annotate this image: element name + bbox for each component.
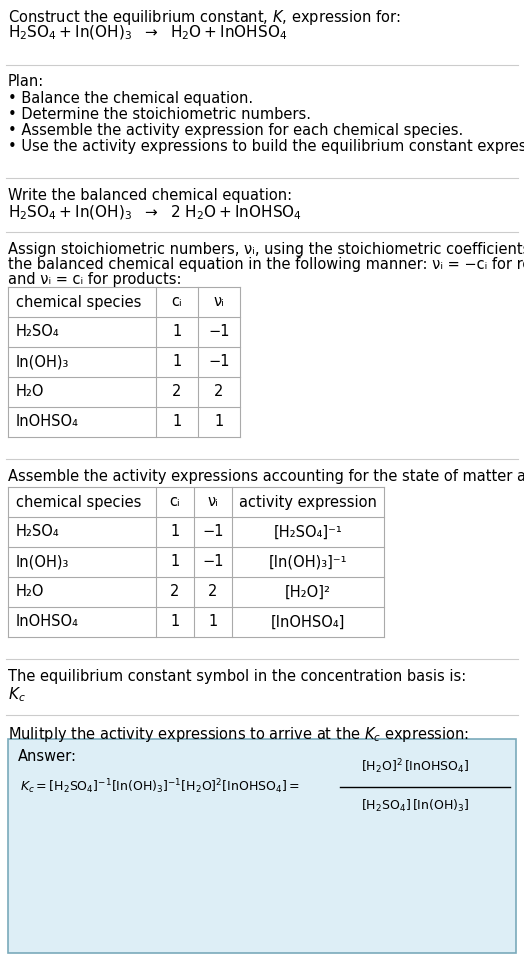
Text: the balanced chemical equation in the following manner: νᵢ = −cᵢ for reactants: the balanced chemical equation in the fo… — [8, 257, 524, 272]
Text: 1: 1 — [170, 554, 180, 569]
Text: $K_c$: $K_c$ — [8, 685, 26, 703]
Text: InOHSO₄: InOHSO₄ — [16, 414, 79, 430]
Text: H₂SO₄: H₂SO₄ — [16, 324, 60, 340]
Text: 1: 1 — [170, 524, 180, 540]
Text: 1: 1 — [172, 414, 182, 430]
Text: Mulitply the activity expressions to arrive at the $K_c$ expression:: Mulitply the activity expressions to arr… — [8, 725, 469, 744]
Bar — [8, 739, 516, 953]
Text: H₂O: H₂O — [16, 585, 45, 599]
Bar — [8, 287, 240, 437]
Text: −1: −1 — [208, 354, 230, 369]
Text: −1: −1 — [208, 324, 230, 340]
Text: activity expression: activity expression — [239, 495, 377, 509]
Text: InOHSO₄: InOHSO₄ — [16, 614, 79, 630]
Text: −1: −1 — [202, 554, 224, 569]
Text: 1: 1 — [170, 614, 180, 630]
Text: −1: −1 — [202, 524, 224, 540]
Text: [H₂O]²: [H₂O]² — [285, 585, 331, 599]
Text: [H₂SO₄]⁻¹: [H₂SO₄]⁻¹ — [274, 524, 342, 540]
Text: and νᵢ = cᵢ for products:: and νᵢ = cᵢ for products: — [8, 272, 181, 287]
Text: H₂O: H₂O — [16, 385, 45, 399]
Text: cᵢ: cᵢ — [172, 295, 182, 309]
Text: Assign stoichiometric numbers, νᵢ, using the stoichiometric coefficients, cᵢ, fr: Assign stoichiometric numbers, νᵢ, using… — [8, 242, 524, 257]
Text: 2: 2 — [170, 585, 180, 599]
Text: 1: 1 — [209, 614, 217, 630]
Text: cᵢ: cᵢ — [170, 495, 180, 509]
Text: • Determine the stoichiometric numbers.: • Determine the stoichiometric numbers. — [8, 107, 311, 122]
Bar — [8, 487, 384, 637]
Text: 1: 1 — [214, 414, 224, 430]
Text: 2: 2 — [209, 585, 217, 599]
Text: [In(OH)₃]⁻¹: [In(OH)₃]⁻¹ — [269, 554, 347, 569]
Text: $K_c = [\mathrm{H_2SO_4}]^{-1} [\mathrm{In(OH)_3}]^{-1} [\mathrm{H_2O}]^{2} [\ma: $K_c = [\mathrm{H_2SO_4}]^{-1} [\mathrm{… — [20, 778, 300, 796]
Text: Answer:: Answer: — [18, 749, 77, 764]
Text: 2: 2 — [172, 385, 182, 399]
Text: $[\mathrm{H_2SO_4}]\,[\mathrm{In(OH)_3}]$: $[\mathrm{H_2SO_4}]\,[\mathrm{In(OH)_3}]… — [361, 798, 469, 814]
Text: • Balance the chemical equation.: • Balance the chemical equation. — [8, 91, 253, 106]
Text: • Use the activity expressions to build the equilibrium constant expression.: • Use the activity expressions to build … — [8, 139, 524, 154]
Text: H₂SO₄: H₂SO₄ — [16, 524, 60, 540]
Text: νᵢ: νᵢ — [214, 295, 224, 309]
Text: $[\mathrm{H_2O}]^{2}\,[\mathrm{InOHSO_4}]$: $[\mathrm{H_2O}]^{2}\,[\mathrm{InOHSO_4}… — [361, 757, 469, 776]
Text: $\mathregular{H_2SO_4 + In(OH)_3\ \ \rightarrow\ \ H_2O + InOHSO_4}$: $\mathregular{H_2SO_4 + In(OH)_3\ \ \rig… — [8, 24, 287, 42]
Text: Plan:: Plan: — [8, 74, 44, 89]
Text: 1: 1 — [172, 354, 182, 369]
Text: 2: 2 — [214, 385, 224, 399]
Text: The equilibrium constant symbol in the concentration basis is:: The equilibrium constant symbol in the c… — [8, 669, 466, 684]
Text: 1: 1 — [172, 324, 182, 340]
Text: chemical species: chemical species — [16, 495, 141, 509]
Text: Construct the equilibrium constant, $K$, expression for:: Construct the equilibrium constant, $K$,… — [8, 8, 401, 27]
Text: $\mathregular{H_2SO_4 + In(OH)_3\ \ \rightarrow\ \ 2\ H_2O + InOHSO_4}$: $\mathregular{H_2SO_4 + In(OH)_3\ \ \rig… — [8, 204, 302, 222]
Text: Assemble the activity expressions accounting for the state of matter and νᵢ:: Assemble the activity expressions accoun… — [8, 469, 524, 484]
Text: In(OH)₃: In(OH)₃ — [16, 554, 69, 569]
Text: chemical species: chemical species — [16, 295, 141, 309]
Text: • Assemble the activity expression for each chemical species.: • Assemble the activity expression for e… — [8, 123, 463, 138]
Text: Write the balanced chemical equation:: Write the balanced chemical equation: — [8, 188, 292, 203]
Text: [InOHSO₄]: [InOHSO₄] — [271, 614, 345, 630]
Text: In(OH)₃: In(OH)₃ — [16, 354, 69, 369]
Text: νᵢ: νᵢ — [208, 495, 219, 509]
